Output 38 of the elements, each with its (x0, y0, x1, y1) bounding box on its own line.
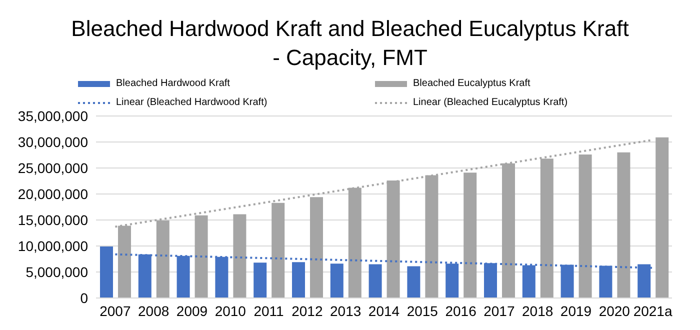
bar (407, 266, 420, 298)
y-tick-label: 10,000,000 (18, 238, 88, 254)
x-tick-label: 2020 (598, 302, 630, 319)
x-tick-label: 2013 (330, 302, 362, 319)
x-tick-label: 2014 (368, 302, 400, 319)
legend-label: Linear (Bleached Hardwood Kraft) (116, 97, 268, 108)
x-tick-label: 2021a (633, 302, 672, 319)
y-tick-label: 0 (80, 290, 88, 306)
bar (368, 264, 382, 298)
legend-label: Linear (Bleached Eucalyptus Kraft) (413, 97, 568, 108)
bar (233, 214, 246, 298)
y-tick-label: 20,000,000 (18, 186, 88, 202)
bar (100, 246, 113, 298)
legend-label: Bleached Eucalyptus Kraft (413, 78, 530, 89)
legend-label: Bleached Hardwood Kraft (116, 78, 230, 89)
x-tick-label: 2007 (100, 302, 131, 319)
x-tick-label: 2016 (445, 302, 477, 319)
chart-title: Bleached Hardwood Kraft and Bleached Eucalyptus Kraft - Capacity, FMT (70, 15, 630, 72)
bar (254, 262, 267, 298)
x-tick-label: 2017 (484, 302, 515, 319)
x-tick-label: 2015 (406, 302, 438, 319)
x-tick-label: 2011 (254, 302, 284, 319)
y-tick-label: 30,000,000 (18, 134, 88, 150)
bar (578, 154, 592, 298)
bar (656, 137, 669, 298)
x-tick-label: 2018 (522, 302, 554, 319)
bar (292, 262, 305, 298)
y-tick-label: 5,000,000 (26, 264, 88, 280)
bar (617, 152, 630, 298)
y-tick-label: 25,000,000 (18, 160, 88, 176)
x-tick-label: 2008 (138, 302, 170, 319)
x-tick-label: 2010 (214, 302, 246, 319)
y-tick-label: 35,000,000 (18, 108, 88, 124)
x-tick-label: 2019 (560, 302, 592, 319)
x-tick-label: 2012 (292, 302, 323, 319)
y-tick-label: 15,000,000 (18, 212, 88, 228)
x-tick-label: 2009 (176, 302, 208, 319)
bar (330, 264, 344, 298)
